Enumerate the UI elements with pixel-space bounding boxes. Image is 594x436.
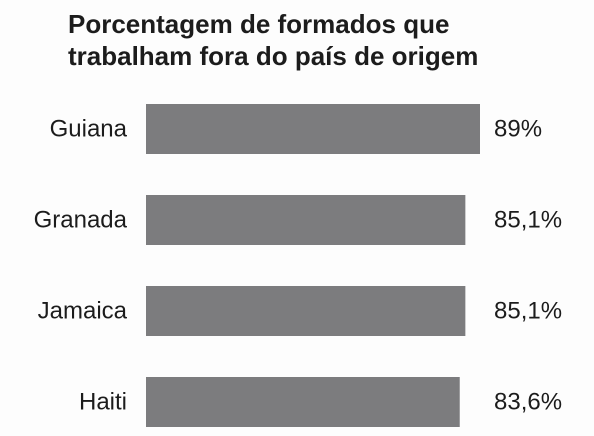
bar-jamaica [146,286,466,336]
bar-haiti [146,377,460,427]
bar-guiana [146,104,480,154]
category-label: Granada [34,207,128,234]
chart-title-line-1: Porcentagem de formados que [68,9,450,39]
value-label: 89% [494,116,542,143]
bar-granada [146,195,466,245]
category-label: Jamaica [38,298,128,325]
chart-title: Porcentagem de formados que trabalham fo… [68,8,478,72]
value-label: 83,6% [494,389,562,416]
value-label: 85,1% [494,207,562,234]
chart-title-line-2: trabalham fora do país de origem [68,41,479,71]
category-label: Haiti [79,389,127,416]
value-label: 85,1% [494,298,562,325]
bars-group: Guiana 89% Granada 85,1% Jamaica 85,1% Haiti 83… [34,104,562,427]
category-label: Guiana [50,116,128,143]
